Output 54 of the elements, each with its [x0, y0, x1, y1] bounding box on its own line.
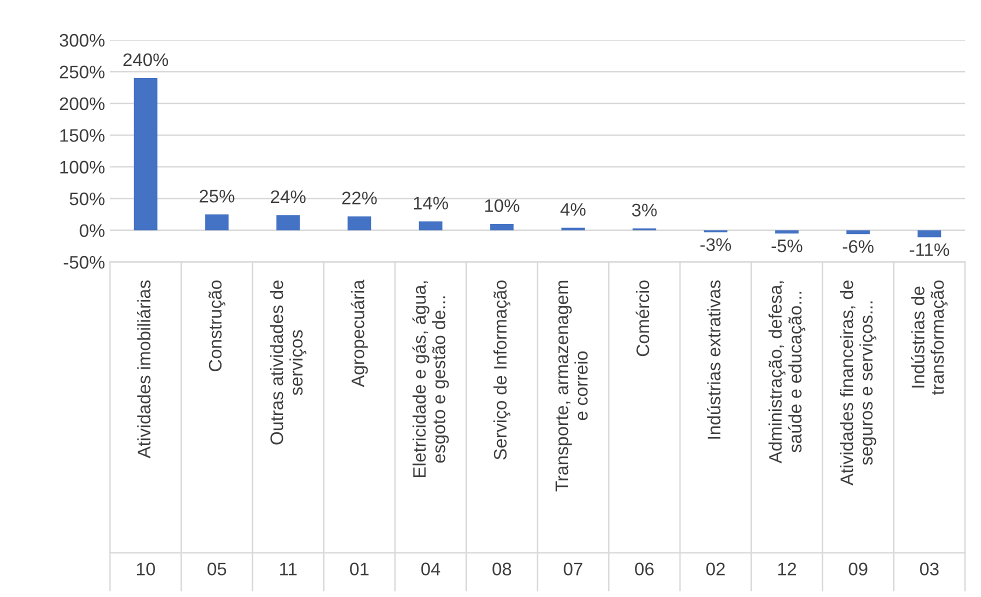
y-tick-label: -50% — [64, 256, 104, 269]
bar — [775, 230, 799, 234]
text: 08 — [492, 562, 512, 576]
y-tick-label: 100% — [60, 160, 104, 174]
text: 07 — [564, 562, 582, 576]
text: 02 — [706, 562, 725, 576]
x-tick-label: Administração, defesa, saúde e educação... — [768, 281, 806, 464]
bar — [134, 78, 158, 230]
bar — [205, 214, 229, 230]
x-tick-label: Transporte, armazenagem e correio — [556, 280, 588, 492]
text: 04 — [421, 562, 440, 576]
x-tick-label: Serviço de Informação — [493, 280, 510, 460]
data-label: -5% — [772, 240, 802, 252]
data-label: 240% — [123, 53, 168, 66]
x-tick-label: Eletricidade e gás, água, esgoto e gestão de... — [412, 281, 449, 478]
data-label: -6% — [842, 240, 874, 253]
bar — [490, 224, 514, 230]
bar — [561, 228, 585, 230]
text: 11 — [280, 562, 297, 576]
text: 06 — [635, 562, 654, 576]
data-label: 24% — [270, 190, 306, 204]
x-tick-label: Atividades imobiliárias — [137, 280, 150, 458]
text: 10 — [136, 562, 155, 576]
y-tick-label: 0% — [80, 224, 104, 238]
data-label: 22% — [342, 192, 377, 204]
text: 09 — [848, 562, 868, 576]
x-tick-label: Indústrias de transformação — [910, 280, 948, 395]
data-label: -3% — [700, 238, 732, 252]
text: 03 — [920, 562, 939, 576]
x-tick-label: Agropecuária — [350, 280, 368, 388]
y-tick-label: 200% — [60, 97, 104, 110]
data-label: 10% — [485, 199, 520, 212]
data-label: 4% — [560, 203, 586, 216]
data-label: 14% — [414, 196, 448, 210]
data-label: 25% — [200, 190, 234, 203]
x-tick-label: Comércio — [636, 280, 650, 356]
x-tick-label: Construção — [208, 280, 226, 372]
y-tick-label: 50% — [70, 192, 104, 206]
bar — [846, 230, 870, 234]
text: 05 — [208, 562, 226, 576]
x-tick-label: Outras atividades de serviços — [270, 280, 306, 444]
text: 01 — [350, 562, 369, 576]
x-tick-label: Indústrias extrativas — [707, 280, 720, 439]
y-tick-label: 300% — [60, 34, 104, 47]
bar — [918, 230, 942, 238]
x-tick-label: Atividades financeiras, de seguros e serviços... — [840, 280, 876, 486]
bar — [276, 215, 300, 230]
data-label: 3% — [632, 204, 657, 216]
bar — [348, 216, 372, 230]
y-tick-label: 250% — [60, 66, 104, 78]
data-label: -11% — [910, 243, 950, 256]
text: 12 — [778, 562, 796, 576]
y-tick-label: 150% — [60, 129, 104, 142]
bar — [418, 221, 442, 230]
